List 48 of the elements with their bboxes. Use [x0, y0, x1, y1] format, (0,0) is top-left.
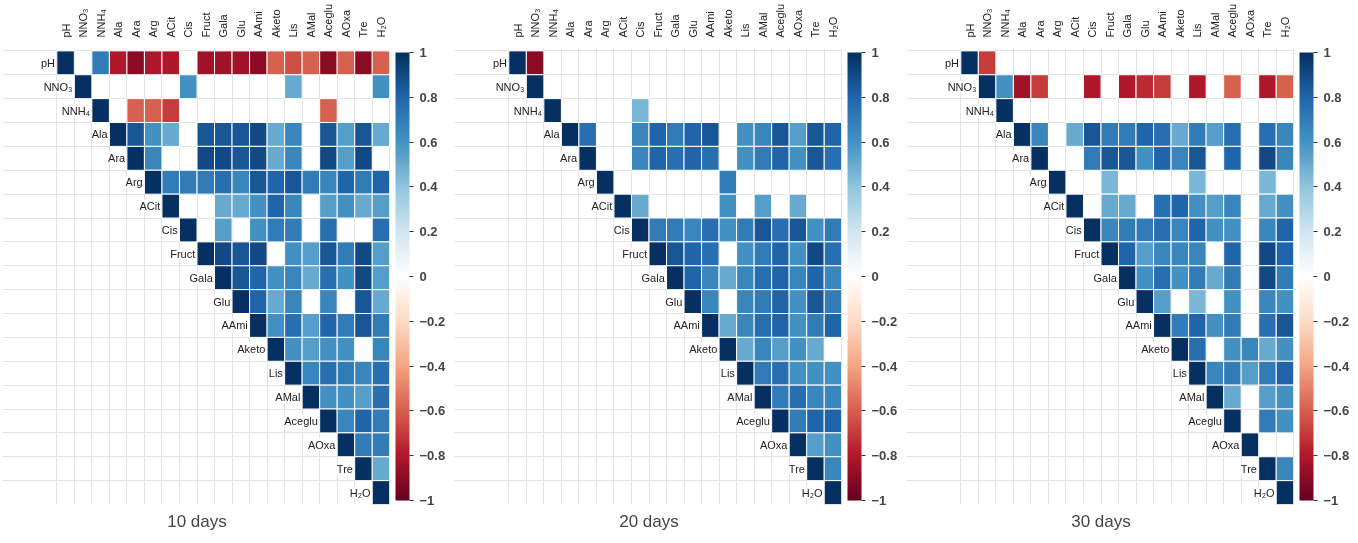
color-bar-label: 0.2: [871, 224, 890, 240]
x-tick-label: Ala: [1016, 20, 1029, 38]
color-bar-label: 0.8: [419, 89, 438, 105]
color-bar-label: 0: [1323, 269, 1331, 284]
color-bar-label: 0.6: [1323, 134, 1342, 150]
color-bar-label: 0: [419, 269, 427, 284]
x-tick-label: H₂O: [1278, 16, 1291, 38]
color-bar-label: −0.2: [419, 313, 446, 329]
color-bar-label: 0.2: [1323, 224, 1342, 240]
color-bar-label: −0.6: [871, 403, 898, 419]
color-bar-label: −0.6: [419, 403, 446, 419]
color-bar-label: 0.2: [419, 224, 438, 240]
color-bar-label: −1: [1323, 493, 1339, 508]
color-bar-label: −0.6: [1323, 403, 1350, 419]
color-bar-label: −1: [419, 493, 435, 508]
text: 20 days: [619, 511, 679, 531]
color-bar-label: 1: [871, 45, 879, 60]
x-tick-label: Arg: [599, 20, 612, 38]
color-bar-label: 0.8: [1323, 89, 1342, 105]
text: 10 days: [167, 511, 227, 531]
text: 30 days: [1071, 511, 1131, 531]
x-tick-label: Ala: [564, 20, 577, 38]
color-bar-label: 0.6: [871, 134, 890, 150]
color-bar-label: −0.4: [1323, 358, 1350, 374]
color-bar-label: −1: [871, 493, 887, 508]
color-bar-label: −0.4: [419, 358, 446, 374]
color-bar-label: −0.8: [419, 448, 446, 464]
color-bar-label: 1: [419, 45, 427, 60]
color-bar-label: −0.8: [871, 448, 898, 464]
x-tick-label: H₂O: [374, 16, 387, 38]
x-tick-label: Ala: [112, 20, 125, 38]
color-bar-label: 0.4: [419, 179, 439, 195]
color-bar-label: 0.6: [419, 134, 438, 150]
x-tick-label: Tre: [809, 21, 822, 38]
x-tick-label: Arg: [1051, 20, 1064, 38]
color-bar-label: 1: [1323, 45, 1331, 60]
color-bar-label: 0.4: [871, 179, 891, 195]
color-bar-label: 0.4: [1323, 179, 1343, 195]
x-tick-label: Tre: [1261, 21, 1274, 38]
x-tick-label: Arg: [147, 20, 160, 38]
x-tick-label: Tre: [357, 21, 370, 38]
color-bar-label: −0.4: [871, 358, 898, 374]
color-bar-label: −0.2: [1323, 313, 1350, 329]
color-bar-label: −0.8: [1323, 448, 1350, 464]
color-bar-label: −0.2: [871, 313, 898, 329]
color-bar-label: 0.8: [871, 89, 890, 105]
color-bar-label: 0: [871, 269, 879, 284]
x-tick-label: H₂O: [826, 16, 839, 38]
